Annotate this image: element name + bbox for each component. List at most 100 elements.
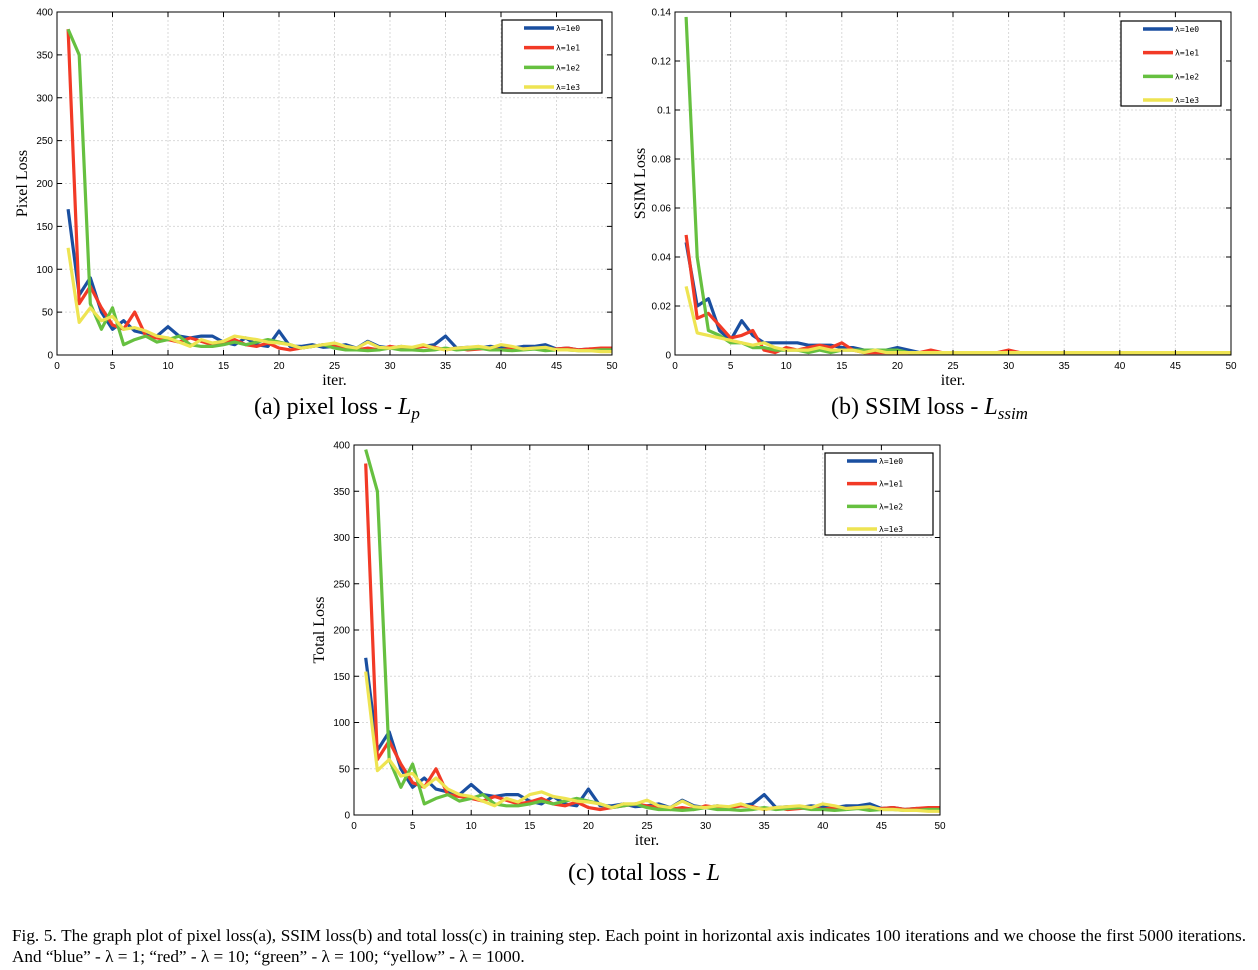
y-tick-label: 350 bbox=[333, 487, 350, 498]
caption-b-subscript: ssim bbox=[997, 404, 1028, 423]
legend-entry-label: λ=1e0 bbox=[879, 457, 903, 466]
legend-entry-label: λ=1e3 bbox=[1175, 96, 1199, 105]
x-axis-label: iter. bbox=[635, 832, 659, 849]
legend-entry-label: λ=1e2 bbox=[879, 502, 903, 511]
y-tick-label: 0 bbox=[665, 351, 671, 362]
legend-entry-label: λ=1e1 bbox=[879, 480, 903, 489]
x-tick-label: 25 bbox=[329, 361, 341, 372]
legend: λ=1e0 λ=1e1 λ=1e2 λ=1e3 bbox=[824, 452, 934, 536]
legend-entry-label: λ=1e3 bbox=[879, 525, 903, 534]
legend: λ=1e0 λ=1e1 λ=1e2 λ=1e3 bbox=[501, 19, 603, 94]
x-tick-label: 50 bbox=[1225, 361, 1237, 372]
series-line-yellow bbox=[684, 286, 1231, 355]
caption-a-subscript: p bbox=[411, 404, 420, 423]
y-tick-label: 300 bbox=[36, 93, 53, 104]
legend-box bbox=[501, 19, 603, 94]
legend-entry-label: λ=1e3 bbox=[556, 83, 580, 92]
y-tick-label: 400 bbox=[36, 8, 53, 19]
series-line-yellow bbox=[66, 247, 612, 354]
x-tick-label: 45 bbox=[876, 821, 888, 832]
x-tick-label: 35 bbox=[1059, 361, 1071, 372]
legend-box bbox=[824, 452, 934, 536]
x-tick-label: 35 bbox=[440, 361, 452, 372]
y-tick-label: 0.1 bbox=[657, 106, 671, 117]
x-tick-label: 10 bbox=[781, 361, 793, 372]
figure-charts: 0 5 10 15 20 25 30 35 40 45 5005010015020025030035… bbox=[14, 8, 1237, 850]
series-line-red bbox=[684, 234, 1231, 355]
y-tick-label: 150 bbox=[333, 672, 350, 683]
x-tick-label: 30 bbox=[384, 361, 396, 372]
series-line-blue bbox=[364, 657, 940, 812]
legend: λ=1e0 λ=1e1 λ=1e2 λ=1e3 bbox=[1120, 20, 1222, 107]
y-tick-label: 0.14 bbox=[652, 8, 672, 19]
x-tick-label: 30 bbox=[1003, 361, 1015, 372]
x-axis-label: iter. bbox=[941, 372, 965, 389]
x-tick-label: 30 bbox=[700, 821, 712, 832]
y-tick-label: 250 bbox=[333, 579, 350, 590]
x-tick-label: 0 bbox=[672, 361, 678, 372]
x-tick-label: 0 bbox=[54, 361, 60, 372]
x-tick-label: 5 bbox=[110, 361, 116, 372]
figure-caption: Fig. 5. The graph plot of pixel loss(a),… bbox=[12, 926, 1246, 966]
legend-entry-label: λ=1e0 bbox=[556, 24, 580, 33]
x-tick-label: 15 bbox=[836, 361, 848, 372]
y-axis-label: SSIM Loss bbox=[632, 148, 649, 220]
legend-box bbox=[1120, 20, 1222, 107]
legend-entry-label: λ=1e1 bbox=[1175, 49, 1199, 58]
chart-a: 0 5 10 15 20 25 30 35 40 45 50 0 50 100 150 200 250 300 35… bbox=[14, 8, 618, 390]
x-tick-label: 20 bbox=[273, 361, 285, 372]
y-tick-label: 0.08 bbox=[652, 155, 672, 166]
caption-b: (b) SSIM loss - Lssim bbox=[831, 394, 1028, 424]
caption-a-text: (a) pixel loss - bbox=[254, 394, 398, 420]
series-line-yellow bbox=[364, 671, 940, 813]
y-tick-label: 0.06 bbox=[652, 204, 672, 215]
legend-entry-label: λ=1e1 bbox=[556, 44, 580, 53]
x-tick-label: 50 bbox=[606, 361, 618, 372]
legend-entry-label: λ=1e2 bbox=[1175, 72, 1199, 81]
y-tick-label: 150 bbox=[36, 222, 53, 233]
y-tick-label: 0.04 bbox=[652, 253, 672, 264]
y-tick-label: 0.02 bbox=[652, 302, 672, 313]
y-tick-label: 50 bbox=[42, 308, 54, 319]
x-tick-label: 0 bbox=[351, 821, 357, 832]
caption-c-text: (c) total loss - bbox=[568, 860, 707, 886]
caption-b-text: (b) SSIM loss - bbox=[831, 394, 985, 420]
x-tick-label: 35 bbox=[759, 821, 771, 832]
y-tick-label: 200 bbox=[36, 179, 53, 190]
y-tick-label: 200 bbox=[333, 626, 350, 637]
y-tick-label: 400 bbox=[333, 441, 350, 452]
x-tick-label: 25 bbox=[947, 361, 959, 372]
x-tick-label: 25 bbox=[641, 821, 653, 832]
y-tick-label: 350 bbox=[36, 50, 53, 61]
y-tick-label: 0.12 bbox=[652, 57, 672, 68]
legend-entry-label: λ=1e2 bbox=[556, 63, 580, 72]
x-tick-label: 45 bbox=[1170, 361, 1182, 372]
x-tick-label: 15 bbox=[524, 821, 536, 832]
y-tick-label: 100 bbox=[36, 265, 53, 276]
series-line-blue bbox=[684, 242, 1231, 355]
y-tick-label: 50 bbox=[339, 764, 351, 775]
y-tick-label: 100 bbox=[333, 718, 350, 729]
y-tick-label: 250 bbox=[36, 136, 53, 147]
x-tick-label: 50 bbox=[934, 821, 946, 832]
x-tick-label: 10 bbox=[162, 361, 174, 372]
x-tick-label: 40 bbox=[495, 361, 507, 372]
x-tick-label: 40 bbox=[1114, 361, 1126, 372]
x-tick-label: 10 bbox=[466, 821, 478, 832]
y-axis-label: Total Loss bbox=[311, 597, 328, 664]
caption-a-symbol: L bbox=[397, 394, 412, 420]
x-tick-label: 20 bbox=[583, 821, 595, 832]
y-axis-label: Pixel Loss bbox=[14, 150, 31, 217]
legend-entry-label: λ=1e0 bbox=[1175, 25, 1199, 34]
y-tick-label: 300 bbox=[333, 533, 350, 544]
x-tick-label: 45 bbox=[551, 361, 563, 372]
chart-c: 0 5 10 15 20 25 30 35 40 45 50 0 50 100 150 200 250 300 35… bbox=[311, 441, 946, 850]
y-tick-label: 0 bbox=[47, 351, 53, 362]
chart-b: 0 5 10 15 20 25 30 35 40 45 50 0 0.02 0.04 0.06 0.08 0.1… bbox=[632, 8, 1237, 390]
y-tick-label: 0 bbox=[344, 811, 350, 822]
series-line-blue bbox=[66, 208, 612, 352]
caption-a: (a) pixel loss - Lp bbox=[254, 394, 420, 424]
x-tick-label: 20 bbox=[892, 361, 904, 372]
caption-b-symbol: L bbox=[984, 394, 998, 420]
x-tick-label: 40 bbox=[817, 821, 829, 832]
